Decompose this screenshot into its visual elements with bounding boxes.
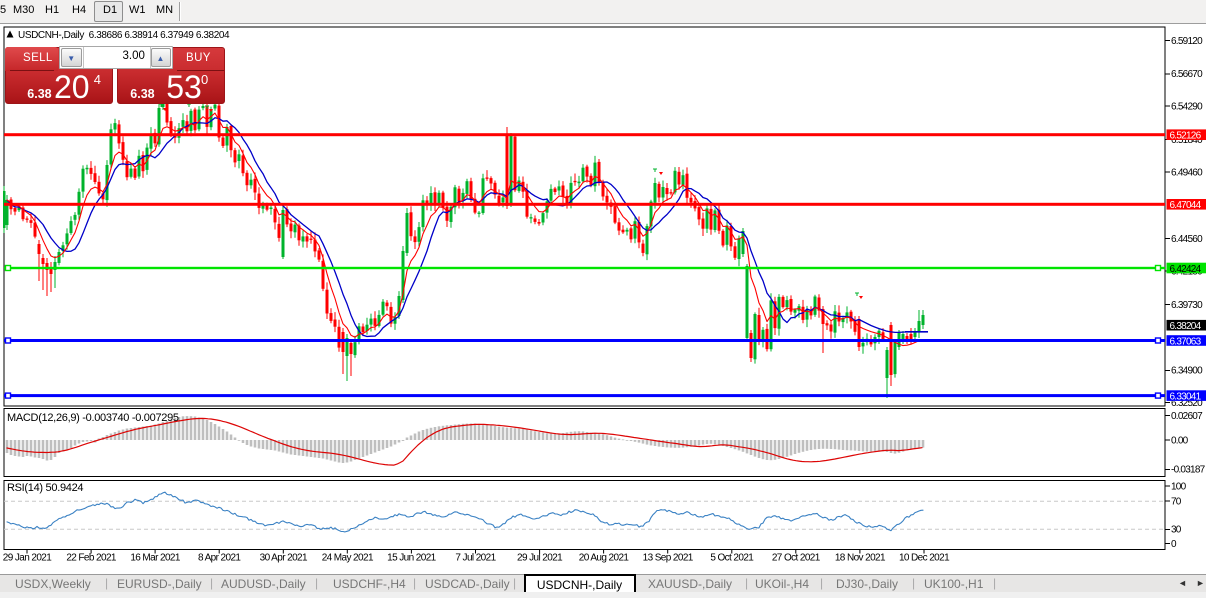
svg-text:29 Jul 2021: 29 Jul 2021 — [517, 553, 563, 564]
svg-text:13 Sep 2021: 13 Sep 2021 — [643, 553, 694, 564]
svg-text:16 Mar 2021: 16 Mar 2021 — [130, 553, 181, 564]
svg-text:MACD(12,26,9) -0.003740 -0.007: MACD(12,26,9) -0.003740 -0.007295 — [7, 412, 179, 424]
svg-text:-0.03187: -0.03187 — [1171, 465, 1206, 476]
svg-text:6.59120: 6.59120 — [1171, 36, 1203, 47]
svg-text:6.44560: 6.44560 — [1171, 234, 1203, 245]
svg-text:8 Apr 2021: 8 Apr 2021 — [198, 553, 241, 564]
svg-text:30 Apr 2021: 30 Apr 2021 — [260, 553, 308, 564]
svg-text:27 Oct 2021: 27 Oct 2021 — [772, 553, 821, 564]
svg-text:6.47044: 6.47044 — [1170, 200, 1202, 211]
svg-text:29 Jan 2021: 29 Jan 2021 — [3, 553, 52, 564]
svg-text:6.52126: 6.52126 — [1170, 131, 1202, 142]
svg-text:0.00: 0.00 — [1171, 435, 1189, 446]
svg-text:20 Aug 2021: 20 Aug 2021 — [579, 553, 630, 564]
svg-text:0: 0 — [1171, 539, 1177, 550]
svg-text:10 Dec 2021: 10 Dec 2021 — [899, 553, 950, 564]
svg-text:15 Jun 2021: 15 Jun 2021 — [387, 553, 436, 564]
svg-text:6.49460: 6.49460 — [1171, 167, 1203, 178]
svg-text:6.33041: 6.33041 — [1170, 391, 1202, 402]
svg-text:24 May 2021: 24 May 2021 — [322, 553, 374, 564]
svg-text:6.37063: 6.37063 — [1170, 336, 1202, 347]
svg-text:6.39730: 6.39730 — [1171, 300, 1203, 311]
svg-text:100: 100 — [1171, 482, 1187, 493]
svg-text:0.02607: 0.02607 — [1171, 411, 1203, 422]
svg-text:RSI(14) 50.9424: RSI(14) 50.9424 — [7, 482, 83, 494]
svg-text:6.56670: 6.56670 — [1171, 69, 1203, 80]
svg-text:7 Jul 2021: 7 Jul 2021 — [455, 553, 496, 564]
svg-text:18 Nov 2021: 18 Nov 2021 — [835, 553, 886, 564]
svg-text:5 Oct 2021: 5 Oct 2021 — [710, 553, 754, 564]
svg-text:70: 70 — [1171, 497, 1182, 508]
svg-text:USDCNH-,Daily 6.38686 6.38914: USDCNH-,Daily 6.38686 6.38914 6.37949 6.… — [18, 30, 230, 41]
svg-text:30: 30 — [1171, 525, 1182, 536]
svg-text:6.42424: 6.42424 — [1170, 264, 1202, 275]
svg-text:6.34900: 6.34900 — [1171, 366, 1203, 377]
svg-text:22 Feb 2021: 22 Feb 2021 — [66, 553, 117, 564]
svg-text:6.38204: 6.38204 — [1170, 321, 1202, 332]
svg-text:6.54290: 6.54290 — [1171, 102, 1203, 113]
